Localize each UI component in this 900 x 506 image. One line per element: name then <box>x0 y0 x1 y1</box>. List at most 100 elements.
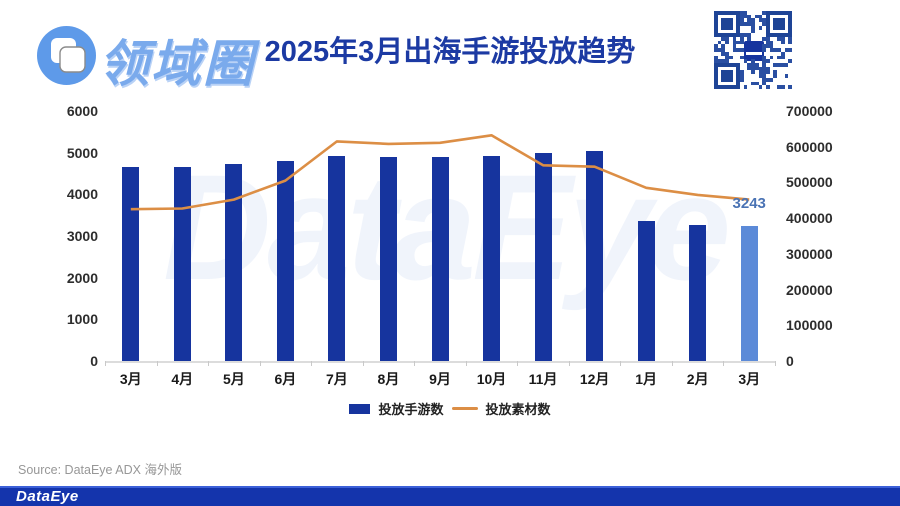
qr-module <box>762 59 766 63</box>
legend-bar-swatch-icon <box>349 403 371 414</box>
bar-highlight <box>740 225 758 361</box>
qr-module <box>762 77 766 82</box>
qr-module <box>736 81 740 86</box>
qr-module <box>780 40 785 45</box>
qr-module <box>736 18 740 23</box>
qr-module <box>777 37 781 41</box>
qr-module <box>725 77 729 82</box>
qr-module <box>788 14 792 19</box>
qr-module <box>728 55 733 60</box>
qr-module <box>743 11 748 15</box>
qr-module <box>714 18 718 23</box>
qr-module <box>736 14 740 19</box>
x-axis-label: 1月 <box>635 371 658 387</box>
x-axis-label: 11月 <box>528 371 558 387</box>
right-axis-tick: 500000 <box>786 174 833 191</box>
bar <box>225 163 243 361</box>
qr-module <box>740 22 744 26</box>
qr-module <box>717 33 722 37</box>
x-axis-label: 3月 <box>738 371 761 387</box>
qr-module <box>728 11 733 15</box>
right-axis-tick: 100000 <box>786 317 833 334</box>
qr-module <box>725 33 729 37</box>
qr-module <box>732 63 737 67</box>
qr-module <box>758 25 763 30</box>
qr-module <box>736 29 740 34</box>
x-axis-label: 3月 <box>119 371 142 387</box>
qr-module <box>732 33 737 37</box>
qr-module <box>751 22 755 26</box>
qr-module <box>721 11 726 15</box>
qr-module <box>743 33 748 37</box>
qr-module <box>736 63 740 67</box>
qr-module <box>766 29 770 34</box>
qr-module <box>788 33 792 37</box>
x-axis-tickmark <box>517 361 519 366</box>
qr-module <box>736 48 740 52</box>
page-title: 2025年3月出海手游投放趋势 <box>264 36 636 68</box>
qr-module <box>762 18 766 23</box>
qr-module <box>747 66 752 71</box>
x-axis-tickmark <box>105 361 106 366</box>
qr-module <box>728 63 733 67</box>
qr-module <box>714 74 718 78</box>
qr-module <box>721 59 726 63</box>
qr-module <box>762 70 766 75</box>
qr-module <box>732 44 737 49</box>
right-axis-tick: 600000 <box>786 138 833 155</box>
qr-module <box>725 25 729 30</box>
qr-module <box>736 40 740 45</box>
qr-module <box>769 44 774 49</box>
qr-module <box>717 59 722 63</box>
qr-module <box>788 11 792 15</box>
qr-module <box>788 48 792 52</box>
qr-module <box>780 51 785 56</box>
x-axis-label: 5月 <box>222 371 245 387</box>
qr-module <box>769 33 774 37</box>
qr-module <box>758 66 763 71</box>
brand-wordmark: 领域圈 <box>99 36 255 92</box>
qr-module <box>740 40 744 45</box>
qr-module <box>762 55 766 60</box>
qr-module <box>728 22 733 26</box>
chart-legend: 投放手游数 投放素材数 <box>0 399 900 418</box>
qr-module <box>777 22 781 26</box>
qr-module <box>728 33 733 37</box>
qr-module <box>725 55 729 60</box>
left-axis-tick: 3000 <box>66 228 98 244</box>
qr-module <box>769 77 774 82</box>
qr-module <box>747 22 752 26</box>
qr-module <box>721 85 726 89</box>
qr-module <box>714 33 718 37</box>
qr-module <box>717 11 722 15</box>
qr-module <box>773 22 778 26</box>
qr-module <box>784 11 789 15</box>
qr-module <box>714 59 718 63</box>
x-axis-label: 12月 <box>579 371 610 387</box>
qr-module <box>714 63 718 67</box>
qr-module <box>762 48 766 52</box>
qr-module <box>714 48 718 52</box>
qr-module <box>740 37 744 41</box>
qr-module <box>769 55 774 60</box>
qr-module <box>780 22 785 26</box>
qr-module <box>714 29 718 34</box>
qr-module <box>717 48 722 52</box>
qr-module <box>754 63 759 67</box>
qr-module <box>773 70 778 75</box>
qr-module <box>725 85 729 89</box>
qr-module <box>780 63 785 67</box>
qr-module <box>721 63 726 67</box>
qr-module <box>717 40 722 45</box>
qr-module <box>736 85 740 89</box>
qr-module <box>788 40 792 45</box>
qr-module <box>740 77 744 82</box>
footer-bar: DataEye <box>0 486 900 506</box>
qr-module <box>777 11 781 15</box>
bar-value-label: 3243 <box>732 194 766 212</box>
qr-module <box>762 11 766 15</box>
qr-module <box>732 40 737 45</box>
qr-module <box>732 11 737 15</box>
x-axis-label: 7月 <box>326 371 348 387</box>
x-axis-label: 9月 <box>429 371 451 387</box>
